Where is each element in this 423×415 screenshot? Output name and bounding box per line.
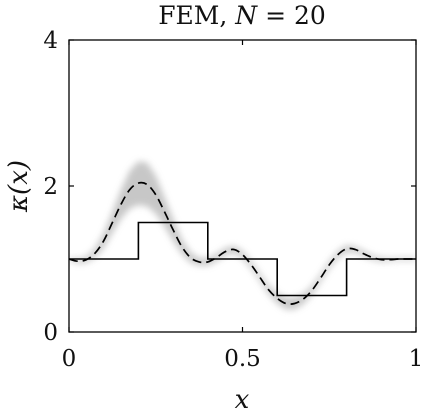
y-tick-label: 4 — [43, 28, 58, 54]
y-axis-label: κ(x) — [4, 160, 34, 213]
posterior-mean-line — [69, 181, 416, 305]
true-coefficient-line — [69, 221, 416, 297]
x-axis-label: x — [235, 385, 250, 415]
plot-area — [69, 161, 416, 310]
posterior-band — [69, 161, 416, 310]
chart-title-suffix: = 20 — [257, 1, 326, 30]
axes-box — [68, 39, 417, 333]
chart-title-prefix: FEM, — [158, 1, 235, 30]
axes: 0 0.5 1 0 2 4 — [43, 28, 423, 372]
y-tick-label: 2 — [43, 174, 58, 200]
x-tick-label: 1 — [409, 346, 423, 372]
chart-title: FEM, N = 20 — [158, 1, 326, 30]
y-tick-label: 0 — [43, 320, 58, 346]
x-tick-label: 0.5 — [224, 346, 261, 372]
x-tick-label: 0 — [62, 346, 77, 372]
chart-title-var: N — [234, 1, 258, 30]
